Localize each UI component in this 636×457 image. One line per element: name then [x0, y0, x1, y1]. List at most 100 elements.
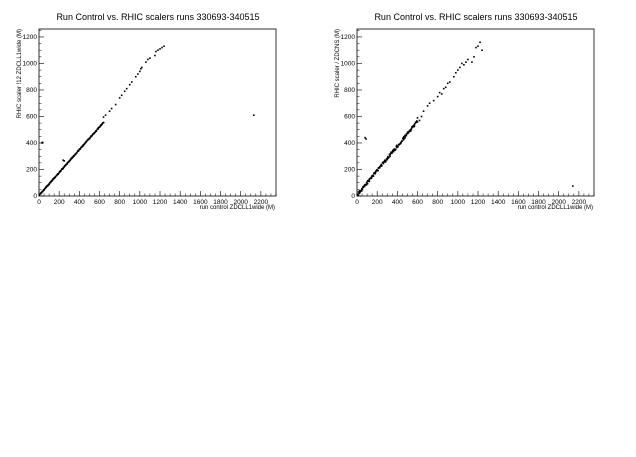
x-axis: 0 200 400 600 800 1000 1200 1400 1600 1800 2000 220…	[37, 191, 277, 206]
data-point	[104, 114, 107, 116]
data-point	[94, 131, 96, 134]
data-point	[420, 115, 423, 118]
data-points	[356, 41, 574, 197]
data-point	[384, 161, 387, 163]
data-point	[102, 116, 105, 118]
y-tick-label: 1000	[23, 60, 38, 67]
y-tick-label: 0	[351, 193, 355, 200]
data-point	[438, 91, 441, 94]
data-point	[79, 147, 82, 150]
data-point	[365, 181, 368, 184]
data-point	[383, 160, 386, 163]
y-axis: 0 200 400 600 800 1000 1200	[23, 30, 44, 200]
data-point	[357, 194, 360, 196]
data-point	[359, 190, 361, 193]
data-point	[56, 174, 58, 177]
data-point	[473, 56, 475, 58]
data-point	[90, 135, 92, 138]
data-point	[446, 82, 449, 85]
data-point	[381, 164, 383, 167]
data-point	[376, 168, 378, 171]
data-point	[163, 45, 165, 48]
data-point	[125, 87, 128, 90]
x-tick-label: 1600	[193, 199, 208, 206]
data-point	[365, 183, 368, 186]
data-point	[139, 70, 141, 73]
data-point	[120, 94, 123, 97]
data-point	[401, 140, 403, 142]
data-points	[38, 45, 255, 197]
data-point	[426, 105, 429, 107]
x-tick-label: 2000	[551, 199, 566, 206]
data-point	[371, 174, 373, 177]
scatter-chart-right: Run Control vs. RHIC scalers runs 330693…	[335, 12, 595, 211]
data-point	[382, 161, 384, 164]
data-point	[145, 61, 147, 63]
data-point	[123, 90, 126, 93]
data-point	[416, 117, 419, 119]
y-tick-label: 400	[26, 140, 37, 147]
data-point	[130, 81, 133, 83]
data-point	[58, 172, 60, 174]
data-point	[463, 63, 465, 66]
data-point	[392, 150, 395, 153]
data-point	[361, 188, 364, 191]
data-point	[48, 183, 50, 186]
y-axis: 0 200 400 600 800 1000 1200	[341, 30, 362, 200]
data-point	[43, 189, 45, 191]
data-point	[414, 122, 416, 125]
data-point	[73, 154, 76, 157]
data-point	[114, 103, 117, 106]
data-point	[157, 49, 159, 52]
data-point	[448, 81, 451, 83]
data-point	[86, 139, 89, 142]
data-point	[41, 141, 44, 144]
data-point	[465, 61, 467, 63]
data-point	[432, 99, 435, 102]
data-point	[44, 187, 47, 190]
data-point	[572, 185, 574, 187]
data-point	[359, 191, 361, 194]
data-point	[65, 163, 68, 166]
data-point	[412, 124, 415, 127]
data-point	[57, 173, 60, 175]
x-tick-label: 0	[37, 199, 41, 206]
x-tick-label: 0	[355, 199, 359, 206]
data-point	[368, 179, 370, 181]
y-axis-label: RHIC scaler !12 ZDCLL1wide (M)	[17, 29, 23, 118]
x-tick-label: 1600	[511, 199, 526, 206]
data-point	[395, 145, 398, 148]
data-point	[396, 144, 398, 147]
data-point	[442, 87, 445, 90]
data-point	[253, 114, 255, 116]
data-point	[416, 121, 419, 123]
data-point	[66, 162, 69, 165]
y-tick-label: 200	[26, 166, 37, 173]
data-point	[455, 71, 457, 74]
x-tick-label: 600	[94, 199, 105, 206]
data-point	[393, 148, 396, 150]
x-tick-label: 2200	[572, 199, 587, 206]
data-point	[101, 123, 103, 125]
x-tick-label: 200	[54, 199, 65, 206]
x-tick-label: 2000	[233, 199, 248, 206]
data-point	[63, 160, 66, 162]
data-point	[402, 139, 405, 141]
data-point	[479, 41, 481, 44]
data-point	[69, 159, 72, 161]
data-point	[400, 141, 403, 143]
data-point	[418, 119, 421, 122]
data-point	[95, 130, 98, 132]
data-point	[391, 151, 393, 153]
data-point	[38, 194, 41, 197]
data-point	[137, 73, 139, 75]
x-tick-label: 1000	[451, 199, 466, 206]
data-point	[386, 158, 388, 161]
data-point	[422, 110, 425, 112]
y-tick-label: 600	[344, 113, 355, 120]
data-point	[74, 153, 77, 156]
data-point	[461, 62, 463, 65]
data-point	[477, 45, 479, 48]
data-point	[390, 152, 392, 154]
data-point	[409, 129, 412, 131]
